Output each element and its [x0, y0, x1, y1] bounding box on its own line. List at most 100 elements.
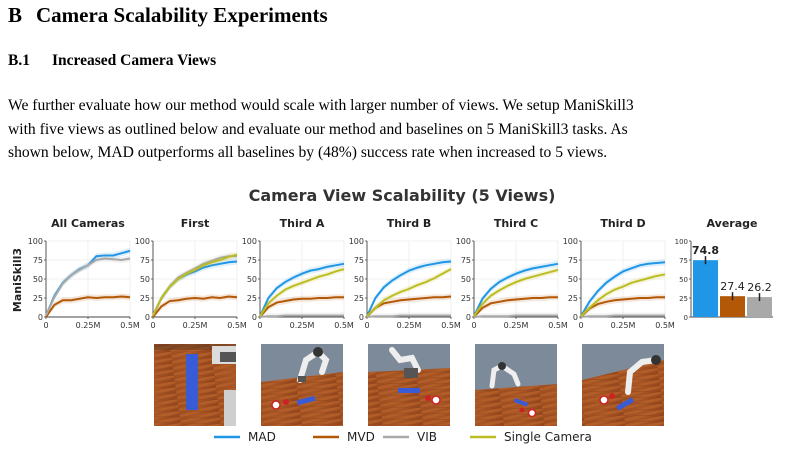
y-tick-label: 75 — [33, 256, 43, 265]
camera-image-third-b — [368, 344, 450, 426]
chart-panel-average: Average 0 25 50 75 100 74.8 27.4 26.2 — [675, 217, 773, 322]
y-tick-label: 50 — [568, 275, 578, 284]
y-tick-label: 100 — [28, 237, 43, 246]
x-tick-label: 0.5M — [441, 321, 461, 330]
y-tick-label: 0 — [573, 313, 578, 322]
series-line-single-camera — [366, 268, 452, 317]
y-tick-label: 100 — [675, 238, 688, 246]
row-label: ManiSkill3 — [11, 248, 24, 312]
chart-panel-all-cameras: All Cameras 0 25 50 75 100 0 0.25M 0.5M — [28, 217, 140, 330]
y-tick-label: 50 — [679, 276, 688, 284]
y-tick-label: 75 — [568, 256, 578, 265]
series-band-single-camera — [367, 266, 451, 317]
x-tick-label: 0 — [257, 321, 262, 330]
y-tick-label: 75 — [247, 256, 257, 265]
y-tick-label: 100 — [349, 237, 364, 246]
chart-panel-first: First 0 25 50 75 100 0 0.25M 0.5M — [135, 217, 247, 330]
y-tick-label: 25 — [679, 295, 688, 303]
panel-title: Third A — [280, 217, 325, 230]
y-tick-label: 75 — [679, 257, 688, 265]
panel-title: First — [181, 217, 210, 230]
x-tick-label: 0.5M — [655, 321, 675, 330]
x-tick-label: 0 — [43, 321, 48, 330]
series-band-single-camera — [153, 251, 237, 317]
x-tick-label: 0.5M — [334, 321, 354, 330]
series-band-mvd — [153, 293, 237, 317]
bar-vib — [747, 297, 772, 317]
x-tick-label: 0 — [471, 321, 476, 330]
y-tick-label: 25 — [461, 294, 471, 303]
x-tick-label: 0 — [364, 321, 369, 330]
section-title: Camera Scalability Experiments — [36, 3, 328, 27]
subsection-number: B.1 — [8, 52, 30, 69]
subsection-title: Increased Camera Views — [52, 52, 217, 69]
x-tick-label: 0.25M — [183, 321, 208, 330]
y-tick-label: 0 — [684, 314, 688, 322]
y-tick-label: 50 — [140, 275, 150, 284]
camera-image-first — [154, 344, 236, 426]
series-line-mad — [366, 260, 452, 317]
body-paragraph: We further evaluate how our method would… — [8, 94, 798, 165]
y-tick-label: 75 — [140, 256, 150, 265]
series-band-mvd — [367, 293, 451, 317]
x-tick-label: 0.5M — [227, 321, 247, 330]
x-tick-label: 0.5M — [120, 321, 140, 330]
y-tick-label: 25 — [568, 294, 578, 303]
bar-value-label-mad: 74.8 — [692, 244, 719, 257]
section-heading: B Camera Scalability Experiments — [8, 3, 328, 28]
bar-value-label-mvd: 27.4 — [720, 280, 745, 293]
panel-title: Third D — [600, 217, 645, 230]
series-line-single-camera — [259, 268, 345, 317]
series-line-vib — [580, 314, 665, 318]
series-line-mvd — [259, 296, 344, 318]
subsection-heading: B.1 Increased Camera Views — [8, 52, 216, 70]
x-tick-label: 0.25M — [611, 321, 636, 330]
series-line-mvd — [473, 296, 558, 318]
x-tick-label: 0 — [578, 321, 583, 330]
x-tick-label: 0.25M — [76, 321, 101, 330]
legend-label-single-camera: Single Camera — [504, 430, 592, 444]
y-tick-label: 25 — [140, 294, 150, 303]
series-line-single-camera — [580, 273, 666, 317]
camera-image-third-d — [582, 344, 664, 426]
y-tick-label: 50 — [247, 275, 257, 284]
series-band-mvd — [581, 294, 665, 317]
series-line-vib — [45, 257, 131, 316]
legend: MAD MVD VIB Single Camera — [214, 430, 592, 444]
y-tick-label: 100 — [242, 237, 257, 246]
x-tick-label: 0.5M — [548, 321, 568, 330]
paragraph-line: shown below, MAD outperforms all baselin… — [8, 144, 608, 161]
series-line-mvd — [580, 296, 665, 318]
x-tick-label: 0 — [150, 321, 155, 330]
series-band-mvd — [260, 294, 344, 317]
legend-label-vib: VIB — [417, 430, 437, 444]
chart-panel-third-d: Third D 0 25 50 75 100 0 0.25M 0.5M — [563, 217, 675, 330]
series-line-mad — [580, 261, 666, 317]
camera-image-third-c — [475, 344, 557, 426]
chart-panel-third-b: Third B 0 25 50 75 100 0 0.25M 0.5M — [349, 217, 461, 330]
series-line-vib — [366, 314, 451, 318]
figure-title: Camera View Scalability (5 Views) — [249, 186, 556, 205]
y-tick-label: 0 — [38, 313, 43, 322]
series-line-mad — [259, 262, 345, 317]
series-line-vib — [473, 314, 558, 318]
series-line-vib — [259, 314, 344, 318]
x-tick-label: 0.25M — [290, 321, 315, 330]
legend-label-mvd: MVD — [347, 430, 375, 444]
camera-image-third-a — [261, 344, 343, 426]
bar-mvd — [720, 296, 745, 317]
y-tick-label: 50 — [354, 275, 364, 284]
y-tick-label: 25 — [247, 294, 257, 303]
y-tick-label: 100 — [563, 237, 578, 246]
x-tick-label: 0.25M — [397, 321, 422, 330]
series-line-mad — [473, 262, 559, 317]
panel-title: Third C — [494, 217, 538, 230]
series-line-mvd — [45, 295, 131, 318]
paragraph-line: We further evaluate how our method would… — [8, 97, 634, 114]
y-tick-label: 0 — [359, 313, 364, 322]
y-tick-label: 0 — [252, 313, 257, 322]
section-number: B — [8, 3, 23, 27]
y-tick-label: 100 — [456, 237, 471, 246]
series-band-mvd — [474, 294, 558, 317]
bar-mad — [693, 260, 718, 317]
